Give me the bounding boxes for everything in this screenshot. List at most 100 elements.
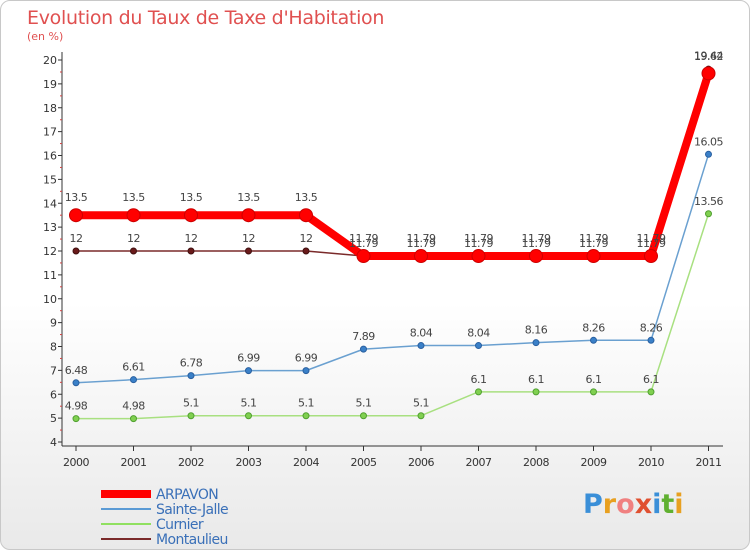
- data-label-sainte-jalle: 8.26: [582, 321, 605, 334]
- data-label-montaulieu: 11.79: [579, 237, 608, 250]
- data-label-curnier: 5.1: [241, 397, 257, 410]
- data-label-sainte-jalle: 8.04: [467, 327, 490, 340]
- data-point-sainte-jalle: [72, 379, 80, 387]
- data-label-arpavon: 11.79: [407, 232, 436, 245]
- y-tick-label: 15: [43, 173, 57, 186]
- data-point-montaulieu: [302, 247, 310, 255]
- data-label-montaulieu: 11.79: [349, 237, 378, 250]
- data-point-arpavon: [241, 208, 256, 223]
- y-tick-label: 19: [43, 78, 57, 91]
- data-label-curnier: 4.98: [122, 400, 145, 413]
- data-point-sainte-jalle: [705, 150, 712, 158]
- proxiti-logo: Proxiti: [583, 489, 684, 520]
- series-line-sainte-jalle: [75, 154, 710, 384]
- x-tick-label: 2001: [121, 456, 147, 469]
- data-label-arpavon: 19.44: [694, 49, 723, 62]
- y-tick-label: 9: [50, 317, 57, 330]
- x-tick-label: 2002: [178, 456, 204, 469]
- data-point-arpavon: [644, 249, 658, 264]
- x-tick-label: 2003: [236, 456, 262, 469]
- y-tick-label: 18: [43, 102, 57, 115]
- data-label-sainte-jalle: 6.61: [122, 361, 145, 374]
- data-label-curnier: 5.1: [356, 397, 372, 410]
- logo-letter: i: [652, 489, 662, 520]
- data-label-sainte-jalle: 6.99: [237, 352, 260, 365]
- data-point-montaulieu: [72, 247, 80, 255]
- logo-letter: P: [583, 489, 603, 520]
- chart-subtitle: (en %): [27, 30, 64, 43]
- data-label-montaulieu: 19.62: [694, 50, 723, 63]
- legend-label-curnier: Curnier: [156, 517, 204, 533]
- data-label-sainte-jalle: 8.04: [410, 327, 433, 340]
- data-point-montaulieu: [130, 247, 137, 255]
- data-label-sainte-jalle: 7.89: [352, 330, 375, 343]
- series-line-montaulieu: [76, 68, 710, 257]
- data-point-montaulieu: [245, 247, 252, 255]
- data-point-sainte-jalle: [532, 339, 540, 347]
- y-tick-label: 12: [43, 245, 57, 258]
- x-tick-label: 2011: [696, 456, 722, 469]
- data-label-sainte-jalle: 16.05: [694, 135, 723, 148]
- x-tick-label: 2007: [466, 456, 492, 469]
- x-tick-label: 2004: [293, 456, 319, 469]
- data-point-sainte-jalle: [647, 336, 655, 344]
- data-point-sainte-jalle: [417, 342, 425, 350]
- data-label-curnier: 6.1: [528, 373, 544, 386]
- y-tick-label: 6: [50, 388, 57, 401]
- data-label-montaulieu: 12: [70, 232, 83, 245]
- data-label-curnier: 6.1: [471, 373, 487, 386]
- data-point-curnier: [590, 388, 597, 396]
- y-tick-label: 7: [50, 364, 57, 377]
- data-point-arpavon: [299, 208, 313, 223]
- data-point-arpavon: [414, 249, 428, 264]
- data-point-arpavon: [471, 249, 486, 264]
- data-label-sainte-jalle: 8.26: [640, 321, 663, 334]
- data-point-arpavon: [586, 249, 601, 264]
- logo-letter: x: [634, 489, 653, 520]
- y-tick-label: 5: [50, 412, 57, 425]
- y-tick-label: 13: [43, 221, 57, 234]
- data-label-arpavon: 11.79: [349, 232, 378, 245]
- y-tick-label: 20: [43, 54, 57, 67]
- data-point-arpavon: [529, 249, 543, 264]
- data-point-curnier: [475, 388, 482, 396]
- data-label-curnier: 4.98: [65, 400, 88, 413]
- data-label-curnier: 6.1: [643, 373, 659, 386]
- data-point-curnier: [187, 412, 195, 420]
- data-point-sainte-jalle: [302, 367, 310, 375]
- data-label-curnier: 5.1: [298, 397, 314, 410]
- data-label-arpavon: 13.5: [65, 191, 88, 204]
- logo-letter: i: [674, 489, 684, 520]
- data-point-sainte-jalle: [245, 367, 252, 375]
- chart-title: Evolution du Taux de Taxe d'Habitation: [27, 7, 385, 29]
- data-label-arpavon: 11.79: [522, 232, 551, 245]
- data-point-sainte-jalle: [130, 376, 137, 384]
- x-tick-label: 2006: [408, 456, 434, 469]
- data-point-arpavon: [126, 208, 141, 223]
- data-point-arpavon: [701, 66, 716, 81]
- data-point-arpavon: [184, 208, 198, 223]
- y-tick-label: 10: [43, 293, 57, 306]
- data-label-arpavon: 13.5: [122, 191, 145, 204]
- data-label-curnier: 5.1: [413, 397, 429, 410]
- data-point-curnier: [245, 412, 252, 420]
- series-line-arpavon: [76, 72, 713, 261]
- data-label-arpavon: 13.5: [180, 191, 203, 204]
- data-label-arpavon: 13.5: [295, 191, 318, 204]
- data-point-curnier: [532, 388, 540, 396]
- data-point-curnier: [130, 415, 137, 423]
- data-point-arpavon: [69, 208, 83, 223]
- data-label-montaulieu: 11.79: [464, 237, 493, 250]
- data-label-montaulieu: 12: [185, 232, 198, 245]
- data-point-curnier: [72, 415, 80, 423]
- x-tick-label: 2010: [638, 456, 664, 469]
- data-point-sainte-jalle: [475, 342, 482, 350]
- data-label-sainte-jalle: 8.16: [525, 324, 548, 337]
- data-point-sainte-jalle: [360, 345, 367, 353]
- data-label-curnier: 13.56: [694, 195, 723, 208]
- data-point-curnier: [302, 412, 310, 420]
- data-label-arpavon: 13.5: [237, 191, 260, 204]
- logo-letter: o: [616, 489, 635, 520]
